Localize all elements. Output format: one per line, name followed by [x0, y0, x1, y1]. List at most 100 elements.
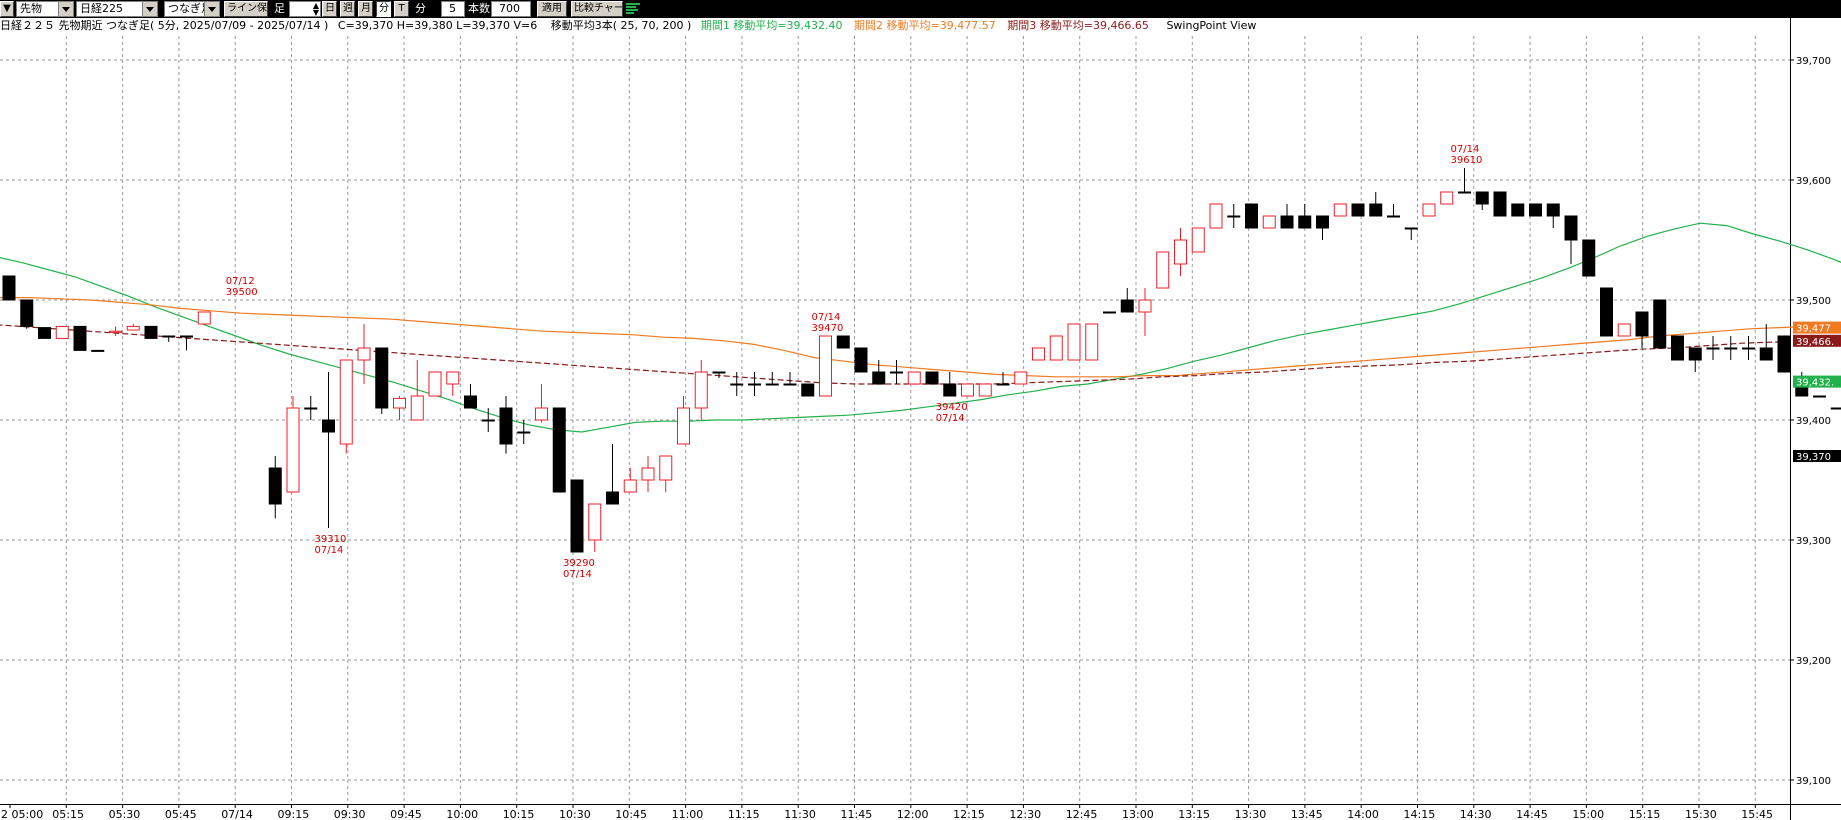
chart-title: 日経２２５ 先物期近 つなぎ足( 5分, 2025/07/09 - 2025/0… — [0, 19, 329, 32]
price-tag-label: 39,477 — [1796, 324, 1831, 335]
candle-body — [481, 419, 495, 422]
interval-input[interactable]: 5 — [441, 1, 465, 17]
candle-body — [38, 327, 51, 339]
price-tick-label: 39,400 — [1796, 416, 1831, 427]
candle-body — [517, 431, 531, 434]
candle-body — [126, 325, 140, 331]
candle-body — [1209, 203, 1223, 229]
bar-type-select[interactable]: つなぎ足 — [164, 1, 220, 17]
swing-label: 39610 — [1451, 155, 1483, 166]
price-tick-label: 39,500 — [1796, 296, 1831, 307]
swing-label: 07/14 — [563, 569, 592, 580]
candle-body — [1316, 215, 1329, 229]
interval-input-value: 5 — [449, 2, 456, 15]
save-line-button[interactable]: ライン保存 — [224, 1, 268, 17]
time-tick-label: 09:45 — [390, 808, 422, 820]
candle-body — [1653, 299, 1667, 349]
price-tag — [1793, 375, 1841, 388]
time-tick-label: 13:00 — [1122, 808, 1154, 820]
period-day-button[interactable]: 日 — [322, 1, 337, 17]
candle-body — [943, 383, 957, 397]
candle-body — [1582, 239, 1596, 277]
candle-body — [978, 383, 992, 397]
count-input-value: 700 — [499, 2, 520, 15]
candle-body — [1174, 239, 1187, 265]
swing-label: 07/14 — [812, 312, 841, 323]
price-tag — [1793, 450, 1841, 462]
price-tag-label: 39,466. — [1796, 337, 1834, 348]
time-tick-label: 14:30 — [1460, 808, 1492, 820]
candle-body — [286, 407, 300, 493]
count-input[interactable]: 700 — [491, 1, 531, 17]
candle-body — [1404, 227, 1418, 230]
price-axis: 39,100 39,200 39,300 39,400 39,500 39,600 39,7… — [1790, 56, 1841, 787]
period-spin[interactable]: ▲ ▼ — [289, 1, 321, 17]
candle-body — [1600, 287, 1613, 337]
period-week-button[interactable]: 週 — [340, 1, 355, 17]
chevron-down-icon — [146, 7, 154, 12]
candle-body — [1546, 203, 1560, 217]
candle-body — [55, 325, 69, 339]
time-tick-label: 13:45 — [1291, 808, 1323, 820]
candle-body — [1227, 215, 1241, 218]
candle-body — [570, 479, 584, 553]
candle-body — [765, 383, 779, 386]
candle-body — [606, 491, 619, 505]
time-axis: 2 05:00 05:15 05:30 05:45 07/14 09:15 09:30 09:… — [1, 804, 1773, 820]
candle-body — [20, 299, 34, 327]
candle-body — [641, 467, 655, 481]
time-tick-label: 11:00 — [672, 808, 704, 820]
time-axis-border — [0, 804, 1841, 805]
ma2-readout: 期間2 移動平均=39,477.57 — [854, 19, 996, 32]
candle-body — [1742, 347, 1755, 350]
candle-body — [1067, 323, 1081, 361]
candle-body — [162, 335, 176, 338]
period-minute-button[interactable]: 分 — [376, 1, 391, 17]
price-tag — [1793, 321, 1841, 334]
price-tick-label: 39,300 — [1796, 536, 1831, 547]
candle-body — [1351, 203, 1365, 217]
candle-body — [144, 325, 158, 339]
time-tick-label: 10:15 — [503, 808, 535, 820]
period-tick-button[interactable]: T — [394, 1, 409, 17]
price-axis-border — [1790, 0, 1791, 820]
candle-body — [1529, 203, 1542, 217]
candle-body — [1085, 323, 1099, 361]
candle-body — [588, 503, 602, 541]
menu-button[interactable]: ▼ — [0, 1, 14, 17]
chart-list-icon[interactable] — [626, 3, 640, 15]
time-tick-label: 07/14 — [221, 808, 253, 820]
market-select-value: 先物 — [20, 2, 42, 15]
candle-body — [961, 383, 974, 397]
candle-body — [1049, 335, 1063, 361]
time-tick-label: 09:30 — [334, 808, 366, 820]
moving-averages — [0, 222, 1841, 433]
candle-body — [1688, 347, 1702, 361]
candle-body — [1333, 203, 1347, 217]
candle-body — [1617, 323, 1631, 337]
candle-body — [1724, 347, 1738, 350]
candle-body — [1156, 251, 1170, 289]
chevron-down-icon — [208, 7, 216, 12]
candle-body — [836, 335, 850, 349]
candle-body — [801, 383, 815, 397]
ma3-readout: 期間3 移動平均=39,466.65 — [1007, 19, 1149, 32]
chevron-down-icon — [62, 7, 70, 12]
period-spin-arrows-icon: ▲ ▼ — [312, 1, 319, 17]
symbol-select[interactable]: 日経225 — [76, 1, 158, 17]
market-select[interactable]: 先物 — [16, 1, 74, 17]
compare-chart-button[interactable]: 比較チャート — [571, 1, 623, 17]
time-tick-label: 11:30 — [784, 808, 816, 820]
time-tick-label: 11:45 — [841, 808, 873, 820]
price-tick-label: 39,200 — [1796, 656, 1831, 667]
apply-button[interactable]: 適用 — [537, 1, 567, 17]
swing-label: 39310 — [315, 534, 347, 545]
toolbar: ▼ 先物 日経225 つなぎ足 ライン保存 足 ▲▼ 日 週 月 分 T 分 5… — [0, 0, 1841, 18]
candle-body — [428, 371, 442, 397]
candle-body — [1671, 335, 1684, 361]
period-month-button[interactable]: 月 — [358, 1, 373, 17]
candle-body — [996, 383, 1010, 386]
candle-body — [91, 349, 105, 352]
ohlc-readout: C=39,370 H=39,380 L=39,370 V=6 — [337, 19, 538, 32]
